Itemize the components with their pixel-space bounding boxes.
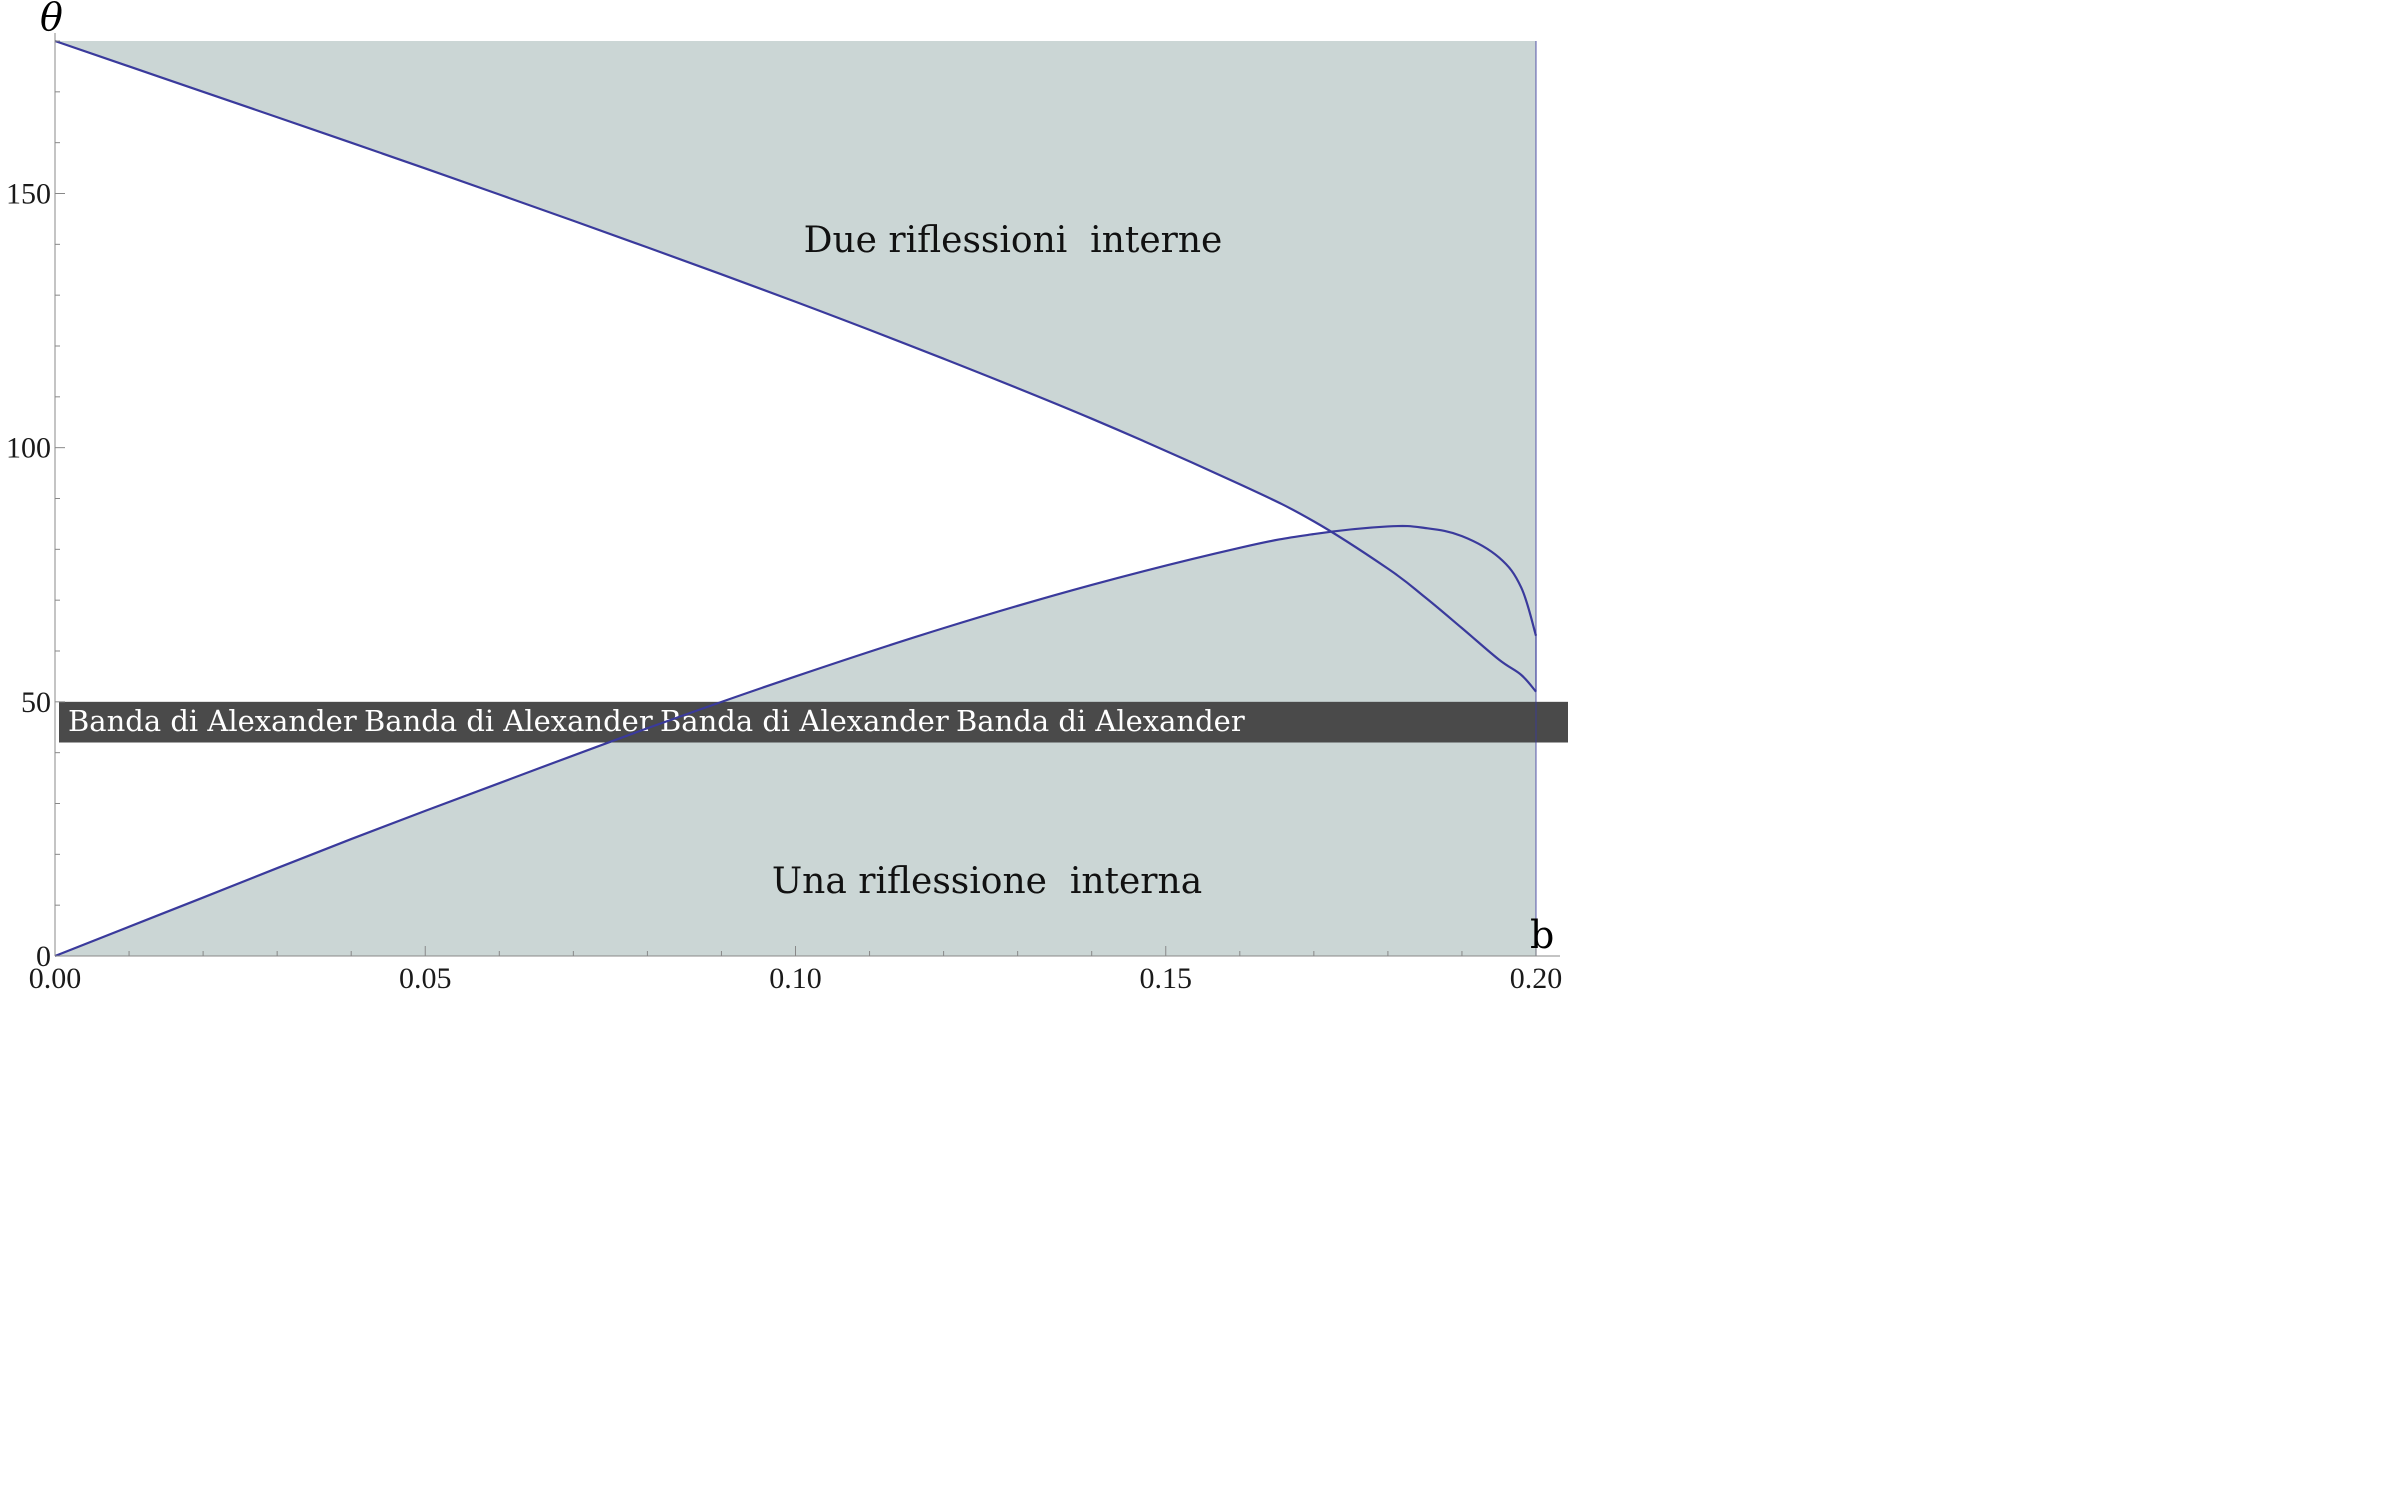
axes: 0 50 100 150 0.00 0.05 0.10 0.15 0.20 — [6, 33, 1562, 992]
y-axis-title: θ — [40, 0, 63, 39]
plot-fills — [55, 41, 1536, 956]
y-tick-label: 50 — [21, 686, 51, 719]
band-label: Banda di Alexander — [660, 704, 949, 738]
alexander-band: Banda di Alexander Banda di Alexander Band… — [59, 701, 1568, 743]
curves — [54, 39, 1538, 958]
band-rect — [59, 701, 1568, 743]
band-label: Banda di Alexander — [364, 704, 653, 738]
annotation-lower-region: Una riflessione interna — [772, 861, 1202, 902]
y-tick-label: 100 — [6, 432, 51, 465]
x-tick-label: 0.20 — [1510, 962, 1563, 992]
x-tick-label: 0.05 — [399, 962, 452, 992]
band-label: Banda di Alexander — [956, 704, 1245, 738]
y-tick-label: 0 — [36, 940, 51, 973]
x-tick-label: 0.10 — [769, 962, 822, 992]
band-label: Banda di Alexander — [68, 704, 357, 738]
y-tick-label: 150 — [6, 178, 51, 211]
x-tick-label: 0.00 — [29, 962, 82, 992]
labels: θ b Due riflessioni interne Una riflessione… — [40, 0, 1554, 957]
series-curve-lower — [54, 524, 1538, 958]
series-curve-upper — [54, 39, 1537, 693]
region-fill-upper — [55, 41, 1536, 692]
annotation-upper-region: Due riflessioni interne — [804, 220, 1223, 261]
x-tick-label: 0.15 — [1140, 962, 1193, 992]
x-axis-title: b — [1530, 913, 1554, 957]
chart: Banda di Alexander Banda di Alexander Band… — [6, 0, 1568, 992]
